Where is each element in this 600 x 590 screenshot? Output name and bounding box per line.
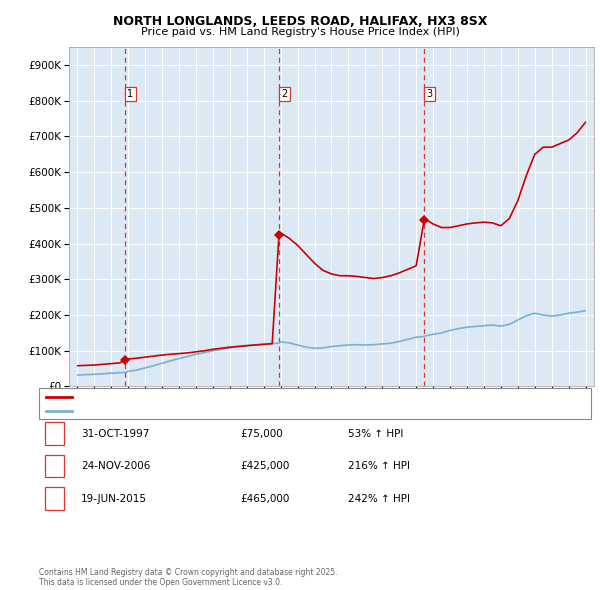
Text: 2: 2 bbox=[281, 89, 287, 99]
Text: Contains HM Land Registry data © Crown copyright and database right 2025.
This d: Contains HM Land Registry data © Crown c… bbox=[39, 568, 337, 587]
Text: 216% ↑ HPI: 216% ↑ HPI bbox=[348, 461, 410, 471]
Text: 242% ↑ HPI: 242% ↑ HPI bbox=[348, 494, 410, 503]
Text: HPI: Average price, semi-detached house, Calderdale: HPI: Average price, semi-detached house,… bbox=[77, 407, 307, 416]
Text: 3: 3 bbox=[426, 89, 432, 99]
Text: 2: 2 bbox=[51, 461, 58, 471]
Text: NORTH LONGLANDS, LEEDS ROAD, HALIFAX, HX3 8SX (semi-detached house): NORTH LONGLANDS, LEEDS ROAD, HALIFAX, HX… bbox=[77, 392, 412, 401]
Text: Price paid vs. HM Land Registry's House Price Index (HPI): Price paid vs. HM Land Registry's House … bbox=[140, 27, 460, 37]
Text: £425,000: £425,000 bbox=[240, 461, 289, 471]
Text: NORTH LONGLANDS, LEEDS ROAD, HALIFAX, HX3 8SX: NORTH LONGLANDS, LEEDS ROAD, HALIFAX, HX… bbox=[113, 15, 487, 28]
Text: 19-JUN-2015: 19-JUN-2015 bbox=[81, 494, 147, 503]
Text: 53% ↑ HPI: 53% ↑ HPI bbox=[348, 429, 403, 438]
Text: 24-NOV-2006: 24-NOV-2006 bbox=[81, 461, 151, 471]
Text: 3: 3 bbox=[51, 494, 58, 503]
Text: 1: 1 bbox=[51, 429, 58, 438]
Text: 31-OCT-1997: 31-OCT-1997 bbox=[81, 429, 149, 438]
Text: £465,000: £465,000 bbox=[240, 494, 289, 503]
Text: 1: 1 bbox=[127, 89, 134, 99]
Text: £75,000: £75,000 bbox=[240, 429, 283, 438]
